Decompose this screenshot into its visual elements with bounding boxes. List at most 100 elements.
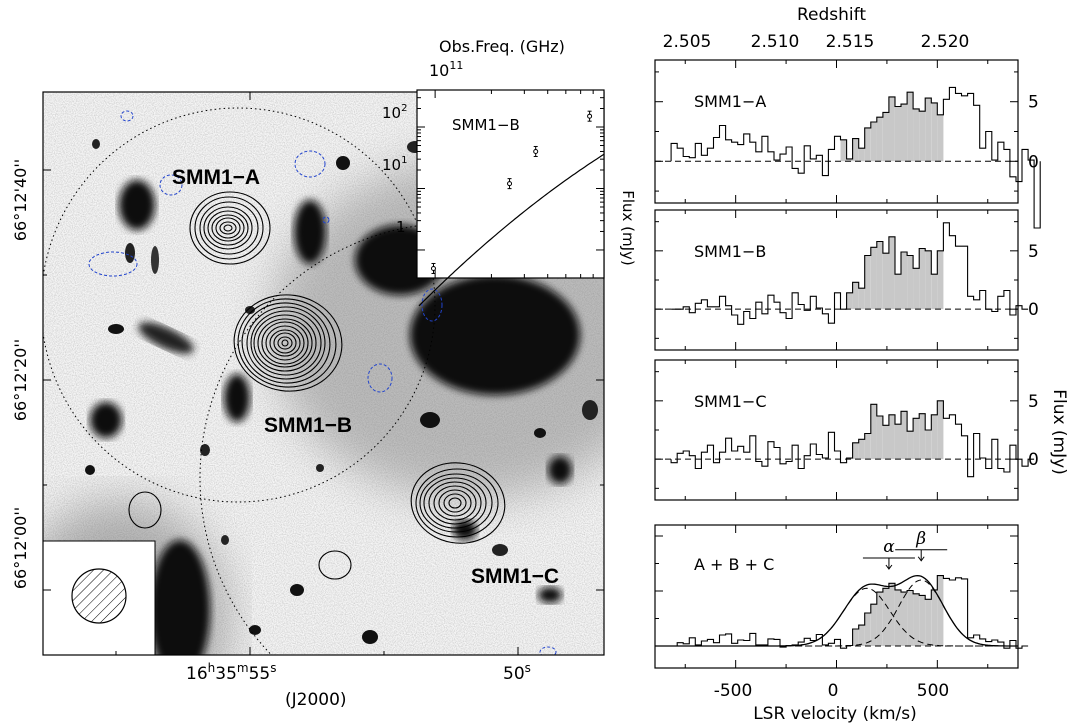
- line-channel-fill: [882, 588, 889, 647]
- spectrum-panel-2: 5 0 SMM1−B: [654, 209, 1039, 351]
- spectrum-histogram: [671, 575, 1029, 649]
- line-channel-fill: [919, 111, 926, 162]
- line-channel-fill: [907, 255, 914, 310]
- spectrum-panel-name: SMM1−A: [694, 92, 766, 111]
- positive-contours: [128, 191, 506, 580]
- line-channel-fill: [925, 98, 932, 162]
- line-channel-fill: [913, 108, 920, 162]
- bright-star: [410, 275, 580, 395]
- line-channel-fill: [876, 117, 883, 162]
- sed-y-label: Flux (mJy): [619, 190, 637, 266]
- line-channel-fill: [876, 416, 883, 460]
- line-channel-fill: [876, 592, 883, 646]
- gaussian-component: [796, 579, 998, 647]
- line-channel-fill: [901, 411, 907, 460]
- line-channel-fill: [852, 629, 859, 646]
- sed-y-tick-1: 1: [396, 218, 406, 236]
- spectrum-panel-1: 5 0 SMM1−A: [654, 59, 1041, 229]
- line-channel-fill: [870, 404, 877, 460]
- image-frame: [42, 91, 605, 656]
- spectrum-frame: [654, 209, 1019, 351]
- spectrum-frame: [654, 59, 1019, 204]
- image-panel: SMM1−A SMM1−B SMM1−C 66°12'40'' 66°12'20…: [11, 91, 605, 710]
- ra-tick-2: 50s: [503, 661, 531, 684]
- line-channel-fill: [895, 424, 901, 460]
- component-arrowhead: [917, 556, 925, 562]
- y-tick-label: 0: [1028, 152, 1039, 172]
- component-label: β: [915, 529, 926, 549]
- sed-data-point: [507, 181, 513, 187]
- spectrum-panel-4: α β A + B + C: [654, 524, 1029, 669]
- line-channel-fill: [937, 400, 944, 460]
- line-channel-fill: [864, 255, 871, 310]
- line-channel-fill: [931, 274, 938, 310]
- spectra-plots: 5 0 SMM1−A 5 0 SMM1−B 5 0 SMM1−C α β A + B + C: [654, 59, 1041, 669]
- line-channel-fill: [852, 282, 859, 310]
- sed-plot: [417, 90, 605, 307]
- line-channel-fill: [913, 593, 920, 647]
- line-channel-fill: [888, 414, 895, 460]
- dec-tick-3: 66°12'00'': [11, 507, 30, 589]
- line-channel-fill: [931, 589, 938, 646]
- redshift-tick-2-505: 2.505: [663, 32, 712, 52]
- x-tick-minus-500: -500: [714, 681, 753, 701]
- sed-top-axis-label: Obs.Freq. (GHz): [439, 37, 565, 56]
- smm1-b-contours: [233, 294, 343, 392]
- ra-tick-1: 16h35m55s: [186, 661, 277, 684]
- redshift-tick-2-515: 2.515: [826, 32, 875, 52]
- line-channel-fill: [925, 599, 932, 647]
- line-channel-fill: [895, 106, 901, 162]
- x-axis-label: LSR velocity (km/s): [753, 704, 917, 724]
- line-channel-fill: [901, 104, 907, 162]
- source-label-smm1-b: SMM1−B: [264, 414, 352, 437]
- line-channel-fill: [882, 253, 889, 310]
- line-channel-fill: [919, 248, 926, 310]
- redshift-tick-2-510: 2.510: [751, 32, 800, 52]
- line-channel-fill: [846, 458, 853, 460]
- image-ticks: [43, 92, 604, 655]
- sed-top-axis-tick: 1011: [429, 59, 463, 80]
- spectra-panels: Redshift 2.505 2.510 2.515 2.520 Flux (m…: [654, 5, 1069, 724]
- spectrum-panel-name: A + B + C: [694, 555, 774, 574]
- y-tick-label: 5: [1028, 93, 1039, 113]
- line-channel-fill: [864, 127, 871, 162]
- line-channel-fill: [858, 625, 865, 646]
- component-arrowhead: [885, 564, 893, 570]
- line-channel-fill: [870, 604, 877, 646]
- redshift-axis-label: Redshift: [797, 5, 866, 25]
- y-tick-label: 0: [1028, 450, 1039, 470]
- line-channel-fill: [852, 138, 859, 162]
- line-channel-fill: [913, 268, 920, 310]
- line-channel-fill: [882, 425, 889, 460]
- beam-ellipse: [71, 568, 127, 624]
- line-channel-fill: [919, 595, 926, 646]
- dec-tick-2: 66°12'20'': [11, 339, 30, 421]
- line-channel-fill: [895, 589, 901, 646]
- sed-title: SMM1−B: [452, 116, 520, 134]
- line-channel-fill: [907, 92, 914, 162]
- spectra-y-label: Flux (mJy): [1049, 389, 1069, 475]
- line-channel-fill: [907, 590, 914, 646]
- line-channel-fill: [931, 102, 938, 162]
- spectrum-panel-name: SMM1−C: [694, 392, 767, 411]
- redshift-tick-2-520: 2.520: [921, 32, 970, 52]
- line-channel-fill: [937, 575, 944, 646]
- line-channel-fill: [858, 439, 865, 460]
- line-channel-fill: [925, 250, 932, 310]
- y-tick-label: 5: [1028, 242, 1039, 262]
- line-channel-fill: [925, 430, 932, 460]
- smm1-a-contours: [189, 191, 271, 265]
- line-channel-fill: [864, 613, 871, 646]
- line-channel-fill: [858, 148, 865, 162]
- line-channel-fill: [901, 252, 907, 310]
- line-channel-fill: [864, 433, 871, 460]
- sed-inset: Obs.Freq. (GHz) 1011 SMM1−B 102 101 1 Fl…: [382, 37, 637, 307]
- y-tick-label: 0: [1028, 300, 1039, 320]
- sed-y-tick-100: 102: [382, 103, 407, 122]
- line-channel-fill: [888, 236, 895, 310]
- line-channel-fill: [870, 247, 877, 310]
- spectrum-histogram: [670, 86, 1041, 229]
- smm1-c-contours: [410, 462, 506, 544]
- epoch-label: (J2000): [285, 690, 347, 710]
